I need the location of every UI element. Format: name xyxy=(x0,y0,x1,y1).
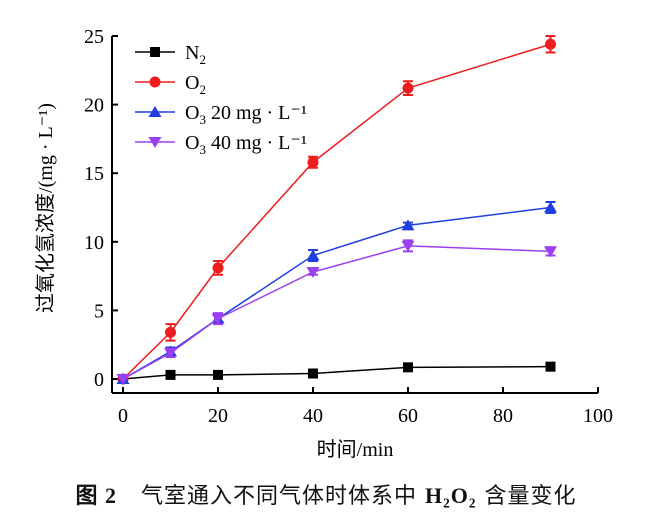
marker-square xyxy=(308,368,318,379)
marker-triangle-up xyxy=(148,106,162,117)
caption-text-after: 含量变化 xyxy=(484,484,577,509)
x-tick-label: 20 xyxy=(208,405,228,427)
legend-item-2: O3 20 mg · L⁻¹ xyxy=(135,102,307,127)
series-line xyxy=(122,43,551,380)
y-axis-label: 过氧化氢浓度/(mg · L⁻¹) xyxy=(34,103,57,313)
marker-triangle-up xyxy=(544,201,557,213)
y-tick-label: 10 xyxy=(84,232,104,254)
legend-label: O3 20 mg · L⁻¹ xyxy=(185,102,307,127)
series-3 xyxy=(116,239,557,385)
marker-square xyxy=(165,369,176,380)
marker-triangle-down xyxy=(164,347,177,359)
legend-item-1: O2 xyxy=(135,72,206,97)
x-tick-label: 0 xyxy=(118,405,128,427)
marker-triangle-down xyxy=(211,313,225,325)
figure-caption: 图 2 气室通入不同气体时体系中 H₂O₂ 含量变化 xyxy=(0,478,652,510)
caption-formula: H₂O₂ xyxy=(425,483,477,508)
x-tick-label: 60 xyxy=(398,405,418,427)
marker-triangle-up xyxy=(306,249,320,261)
series-1 xyxy=(117,35,556,385)
y-tick-label: 15 xyxy=(84,163,104,185)
legend-item-0: N2 xyxy=(135,42,206,67)
marker-triangle-down xyxy=(306,266,320,278)
marker-square xyxy=(150,47,160,57)
marker-square xyxy=(213,369,223,380)
series-line xyxy=(122,206,551,380)
x-tick-label: 100 xyxy=(583,405,613,427)
series-line xyxy=(122,245,551,380)
y-tick-label: 5 xyxy=(94,300,104,322)
marker-triangle-down xyxy=(148,137,162,148)
marker-triangle-up xyxy=(401,219,415,231)
legend-label: N2 xyxy=(185,42,206,67)
legend-item-3: O3 40 mg · L⁻¹ xyxy=(135,132,307,157)
series-line xyxy=(122,365,551,380)
legend-label: O3 40 mg · L⁻¹ xyxy=(185,132,307,157)
x-axis-label: 时间/min xyxy=(317,438,394,461)
marker-square xyxy=(545,361,556,372)
marker-circle xyxy=(165,326,176,338)
y-tick-label: 20 xyxy=(84,95,104,117)
marker-circle xyxy=(402,82,414,94)
marker-triangle-down xyxy=(401,240,415,252)
marker-circle xyxy=(212,262,224,274)
y-tick-label: 0 xyxy=(94,369,104,391)
x-tick-label: 80 xyxy=(493,405,513,427)
x-tick-label: 40 xyxy=(303,405,323,427)
marker-triangle-down xyxy=(116,374,130,385)
caption-label: 图 2 xyxy=(75,483,118,508)
marker-square xyxy=(403,362,413,373)
caption-text-before: 气室通入不同气体时体系中 xyxy=(141,484,418,509)
marker-circle xyxy=(545,38,556,50)
legend-label: O2 xyxy=(185,72,206,97)
series-2 xyxy=(116,201,557,384)
marker-circle xyxy=(307,156,319,168)
marker-triangle-down xyxy=(544,246,557,258)
y-tick-label: 25 xyxy=(84,26,104,48)
marker-circle xyxy=(149,76,161,88)
chart: 0 20 40 60 80 100 0 5 10 15 20 25 时间/min 过氧化氢浓度/(mg ·… xyxy=(34,26,613,461)
series-0 xyxy=(118,361,556,384)
